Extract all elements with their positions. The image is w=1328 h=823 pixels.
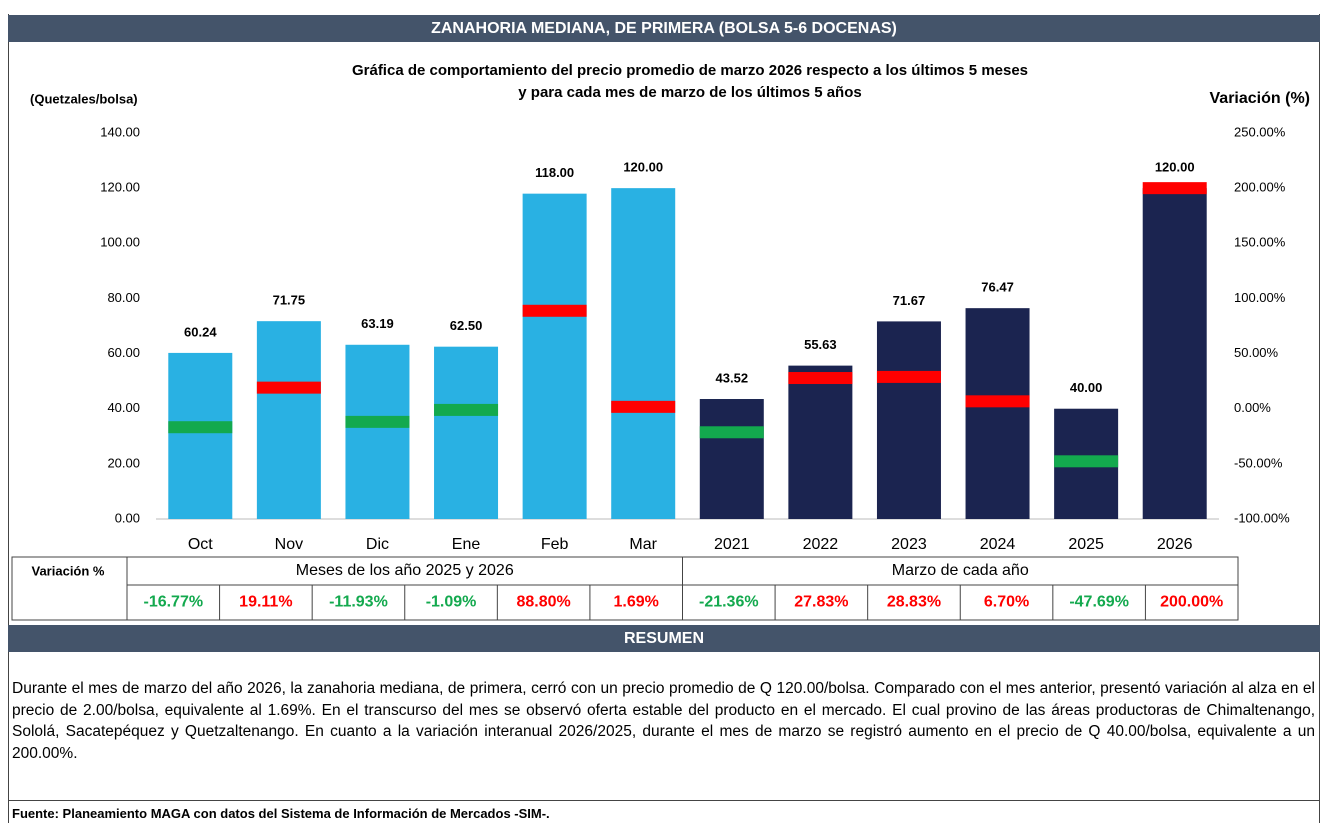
x-tick-label: Dic	[366, 536, 389, 553]
variation-marker	[434, 403, 499, 416]
variation-marker	[345, 415, 410, 428]
data-label: 43.52	[716, 370, 749, 385]
data-label: 55.63	[804, 337, 837, 352]
bar	[434, 346, 499, 519]
y-tick-label: 40.00	[107, 400, 140, 415]
chart: Gráfica de comportamiento del precio pro…	[11, 62, 1310, 621]
y2-tick-label: 200.00%	[1234, 180, 1286, 195]
variation-marker	[611, 400, 676, 413]
variation-label: -47.69%	[1069, 594, 1129, 611]
x-tick-label: Ene	[452, 536, 481, 553]
data-label: 62.50	[450, 318, 483, 333]
variation-label: 200.00%	[1160, 594, 1223, 611]
variation-marker	[876, 370, 941, 383]
y-tick-label: 120.00	[100, 180, 140, 195]
variation-marker	[1054, 455, 1119, 468]
data-label: 60.24	[184, 324, 217, 339]
table-label: Variación %	[32, 563, 105, 578]
bar	[522, 193, 587, 519]
variation-marker	[1142, 182, 1207, 195]
variation-marker	[522, 304, 587, 317]
y-axis-label: (Quetzales/bolsa)	[30, 91, 138, 106]
variation-label: -16.77%	[143, 594, 203, 611]
data-label: 40.00	[1070, 380, 1103, 395]
y-tick-label: 80.00	[107, 290, 140, 305]
variation-marker	[168, 421, 233, 434]
bar	[965, 308, 1030, 519]
y2-tick-label: 250.00%	[1234, 124, 1286, 139]
variation-label: 28.83%	[887, 594, 941, 611]
x-tick-label: 2023	[891, 536, 927, 553]
data-label: 71.67	[893, 293, 926, 308]
source: Fuente: Planeamiento MAGA con datos del …	[12, 806, 550, 821]
data-label: 120.00	[623, 160, 663, 175]
summary-title: RESUMEN	[8, 625, 1320, 652]
variation-label: 19.11%	[239, 594, 292, 611]
bar	[345, 344, 410, 519]
x-tick-label: Nov	[275, 536, 303, 553]
bar	[876, 321, 941, 519]
divider	[8, 800, 1320, 801]
variation-label: -21.36%	[699, 594, 759, 611]
variation-marker	[256, 381, 321, 394]
y-tick-label: 0.00	[115, 510, 140, 525]
variation-label: 6.70%	[984, 594, 1029, 611]
x-tick-label: 2021	[714, 536, 750, 553]
chart-title: Gráfica de comportamiento del precio pro…	[352, 62, 1028, 79]
header-title: ZANAHORIA MEDIANA, DE PRIMERA (BOLSA 5-6…	[8, 15, 1320, 42]
variation-marker	[699, 426, 764, 439]
variation-label: -1.09%	[426, 594, 477, 611]
data-label: 118.00	[535, 165, 574, 180]
data-label: 120.00	[1155, 160, 1195, 175]
x-tick-label: Mar	[629, 536, 657, 553]
variation-marker	[965, 395, 1030, 408]
bar	[168, 352, 233, 519]
variation-label: -11.93%	[329, 594, 388, 611]
group-label: Marzo de cada año	[892, 562, 1029, 579]
bar	[1142, 188, 1207, 519]
data-label: 76.47	[981, 280, 1014, 295]
x-tick-label: 2025	[1068, 536, 1104, 553]
variation-label: 1.69%	[614, 594, 659, 611]
y2-tick-label: 150.00%	[1234, 235, 1286, 250]
bar	[788, 365, 853, 519]
x-tick-label: Oct	[188, 536, 213, 553]
variation-label: 88.80%	[516, 594, 570, 611]
data-label: 63.19	[361, 316, 394, 331]
bar	[699, 399, 764, 519]
x-tick-label: Feb	[541, 536, 569, 553]
variation-marker	[788, 372, 853, 385]
y2-tick-label: 50.00%	[1234, 345, 1279, 360]
y2-tick-label: 0.00%	[1234, 400, 1271, 415]
x-tick-label: 2026	[1157, 536, 1193, 553]
variation-label: 27.83%	[794, 594, 848, 611]
y2-tick-label: -100.00%	[1234, 510, 1290, 525]
bar	[256, 321, 321, 519]
x-tick-label: 2022	[803, 536, 839, 553]
frame	[8, 14, 1320, 823]
y2-tick-label: -50.00%	[1234, 455, 1283, 470]
y2-axis-label: Variación (%)	[1210, 90, 1310, 107]
y-tick-label: 140.00	[100, 124, 140, 139]
x-tick-label: 2024	[980, 536, 1016, 553]
summary-text: Durante el mes de marzo del año 2026, la…	[12, 680, 1315, 762]
y2-tick-label: 100.00%	[1234, 290, 1286, 305]
y-tick-label: 100.00	[100, 235, 140, 250]
group-label: Meses de los año 2025 y 2026	[296, 562, 514, 579]
y-tick-label: 20.00	[107, 455, 140, 470]
y-tick-label: 60.00	[107, 345, 140, 360]
bar	[611, 188, 676, 519]
data-label: 71.75	[273, 293, 306, 308]
chart-title: y para cada mes de marzo de los últimos …	[518, 84, 861, 101]
